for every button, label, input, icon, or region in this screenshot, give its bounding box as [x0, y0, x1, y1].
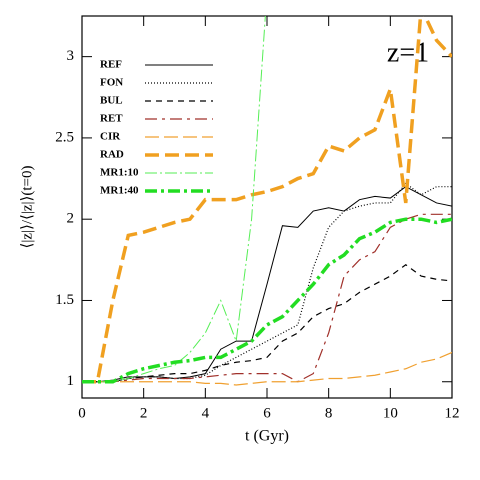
y-tick-label: 3 [67, 48, 75, 64]
y-tick-label: 1 [67, 373, 75, 389]
series-line [82, 213, 452, 383]
legend-label: RAD [100, 149, 124, 161]
legend-label: FON [100, 77, 123, 89]
legend-label: MR1:40 [100, 185, 139, 197]
plot-frame [81, 15, 453, 399]
x-tick-label: 0 [78, 405, 86, 421]
legend-label: BUL [100, 95, 123, 107]
x-axis-label: t (Gyr) [245, 428, 289, 445]
legend-label: RET [100, 113, 123, 125]
legend-label: CIR [100, 131, 121, 143]
legend-label: MR1:10 [100, 167, 139, 179]
x-tick-label: 12 [445, 405, 460, 421]
y-tick-label: 2 [67, 211, 75, 227]
series-line [82, 217, 452, 384]
y-tick-label: 2.5 [55, 129, 74, 145]
x-tick-label: 4 [202, 405, 210, 421]
annotation: z=1 [387, 37, 429, 68]
plot-area [82, 16, 452, 386]
x-tick-label: 6 [263, 405, 271, 421]
y-tick-label: 1.5 [55, 292, 74, 308]
series-line [82, 16, 452, 384]
x-tick-label: 10 [383, 405, 398, 421]
series-line [82, 263, 452, 383]
series-line [82, 351, 452, 386]
series-line [82, 186, 452, 383]
y-axis-label: ⟨|z|⟩/⟨|z|⟩(t=0) [19, 165, 35, 248]
x-tick-label: 8 [325, 405, 333, 421]
x-tick-label: 2 [140, 405, 148, 421]
legend-label: REF [100, 59, 122, 71]
